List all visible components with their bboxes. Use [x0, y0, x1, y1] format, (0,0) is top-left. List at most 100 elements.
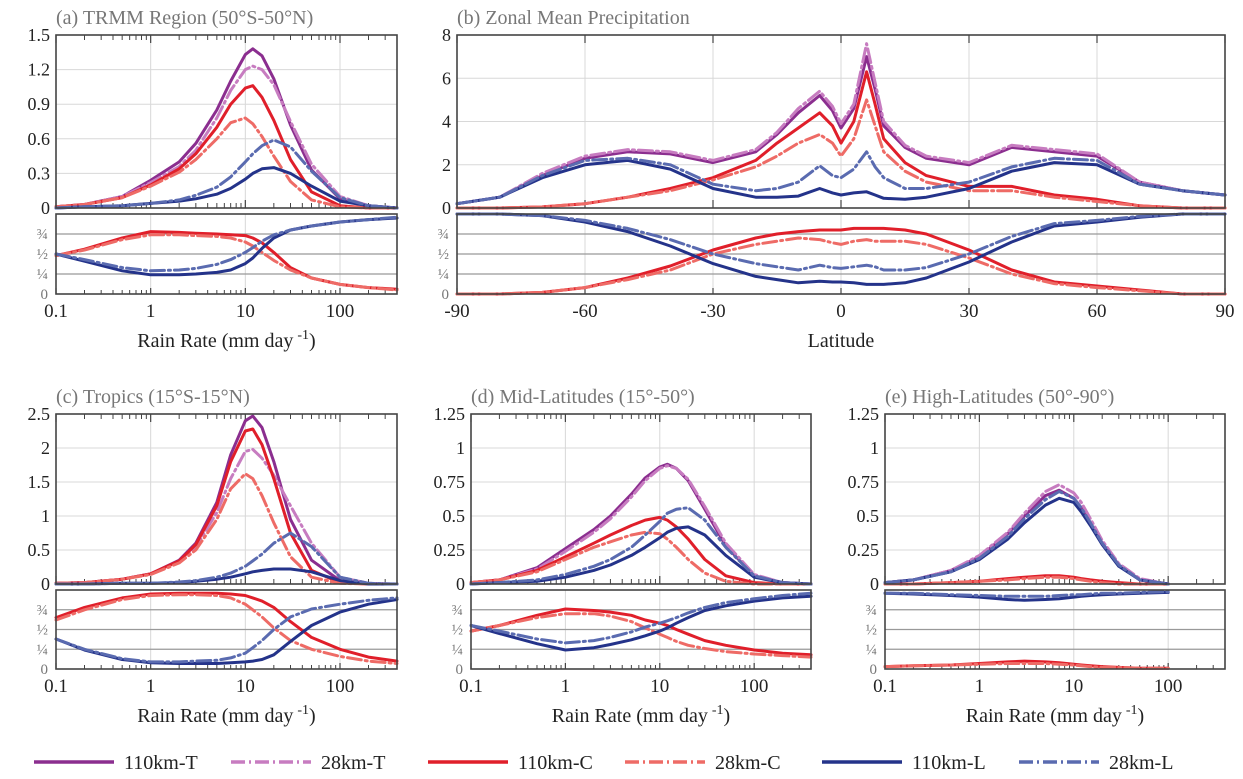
fraction-lines-e: [883, 590, 1170, 670]
series-line-28km-L: [455, 150, 1227, 206]
panel-b: (b) Zonal Mean Precipitation 0 2 4 6 8 0 ¼ ½ ¾ -90…: [438, 7, 1235, 352]
series-lines-e: [883, 483, 1170, 586]
axes-frame: [470, 413, 812, 585]
fraction-line-28km-C: [883, 662, 1170, 670]
legend-label: 28km-T: [321, 752, 385, 774]
y-tick-label: 6: [442, 68, 451, 88]
x-tick-label: 1: [975, 676, 985, 697]
fraction-axes-frame: [456, 213, 1226, 295]
fraction-axes-frame: [470, 589, 812, 670]
y-tick-label: 1.5: [28, 25, 51, 45]
fraction-tick-label: ¼: [438, 267, 449, 283]
x-tick-label: 1: [561, 676, 571, 697]
y-tick-label: 8: [442, 25, 451, 45]
fraction-lines-b: [455, 212, 1227, 296]
x-axis-label-close: ): [724, 705, 731, 727]
fraction-line-28km-L: [54, 596, 399, 664]
x-axis-label-close: ): [309, 330, 316, 352]
series-lines-a: [54, 47, 399, 210]
fraction-lines-a: [54, 215, 399, 292]
fraction-line-110km-L: [54, 216, 399, 277]
fraction-tick-label: ¼: [37, 267, 48, 283]
panel-title: (d) Mid-Latitudes (15°-50°): [471, 386, 695, 408]
grid-c: [56, 414, 397, 669]
y-tick-label: 1: [41, 506, 50, 526]
legend-label: 28km-L: [1109, 752, 1173, 774]
y-tick-label: 0: [442, 198, 451, 218]
x-axis-label-exponent: -1: [297, 703, 309, 718]
x-axis-label-exponent: -1: [1126, 703, 1138, 718]
fraction-tick-label: ½: [438, 247, 449, 263]
y-tick-label: 0.75: [848, 472, 880, 492]
fraction-axes-frame: [55, 213, 398, 295]
fraction-tick-label: ¾: [37, 227, 48, 243]
series-lines-b: [455, 42, 1227, 210]
x-axis-label-main: Rain Rate (mm day: [137, 705, 293, 727]
series-line-110km-C: [469, 515, 813, 586]
series-line-110km-L: [455, 158, 1227, 206]
series-line-28km-L: [469, 506, 813, 586]
panel-a: (a) TRMM Region (50°S-50°N) 0 0.3 0.6 0.9 1.2…: [28, 7, 399, 352]
x-axis-label-main: Latitude: [808, 330, 875, 352]
fraction-line-110km-L: [54, 598, 399, 665]
legend-label: 28km-C: [715, 752, 781, 774]
grid-e: [885, 414, 1225, 669]
x-axis-label: Rain Rate (mm day -1): [552, 703, 730, 727]
y-tick-label: 0: [870, 574, 879, 594]
fraction-tick-label: ¾: [452, 603, 463, 619]
x-tick-label: 0: [836, 301, 846, 322]
series-line-28km-C: [54, 116, 399, 210]
x-axis-label-close: ): [309, 705, 316, 727]
y-tick-label: 0.25: [434, 540, 466, 560]
fraction-tick-label: ¾: [37, 603, 48, 619]
panel-e: (e) High-Latitudes (50°-90°) 0 0.25 0.5 0.75…: [848, 386, 1226, 727]
x-tick-label: 100: [326, 301, 355, 322]
axes-frame: [884, 413, 1226, 585]
x-axis-label: Latitude: [808, 330, 875, 352]
series-line-28km-T: [469, 464, 813, 586]
fraction-tick-label: ¾: [866, 603, 877, 619]
fraction-line-110km-C: [469, 607, 813, 657]
fraction-tick-label: ½: [452, 623, 463, 639]
legend-item-110km-T: 110km-T: [34, 752, 198, 774]
x-tick-label: 1: [146, 301, 156, 322]
series-line-28km-L: [883, 490, 1170, 586]
x-tick-label: 10: [1064, 676, 1083, 697]
x-tick-label: -30: [700, 301, 725, 322]
y-tick-label: 0.5: [857, 506, 880, 526]
legend: 110km-T 28km-T 110km-C 28km-C 110km-L 28km-L: [34, 752, 1173, 774]
series-line-110km-C: [54, 84, 399, 210]
x-tick-label: 10: [236, 676, 255, 697]
fraction-line-28km-L: [883, 590, 1170, 598]
series-line-28km-T: [455, 42, 1227, 206]
y-tick-label: 0.5: [443, 506, 466, 526]
fraction-line-28km-L: [455, 212, 1227, 272]
series-line-110km-C: [54, 427, 399, 586]
y-tick-label: 1.2: [28, 60, 51, 80]
y-tick-label: 2: [442, 155, 451, 175]
fraction-line-28km-C: [469, 612, 813, 659]
fraction-line-28km-C: [54, 593, 399, 665]
y-tick-label: 0.75: [434, 472, 466, 492]
x-tick-label: -60: [572, 301, 597, 322]
x-tick-label: 0.1: [44, 301, 68, 322]
legend-item-110km-L: 110km-L: [822, 752, 986, 774]
fraction-line-110km-C: [54, 591, 399, 663]
y-tick-label: 1: [870, 438, 879, 458]
fraction-axes-frame: [55, 589, 398, 670]
panel-c: (c) Tropics (15°S-15°N) 0 0.5 1 1.5 2 2.5 0 ¼ ½ ¾ 0…: [28, 386, 399, 727]
y-tick-label: 0.9: [28, 94, 51, 114]
fraction-tick-label: ½: [37, 623, 48, 639]
series-line-28km-L: [54, 138, 399, 210]
fraction-axes-frame: [884, 589, 1226, 670]
fraction-tick-label: ¼: [452, 642, 463, 658]
fraction-tick-label: 0: [870, 662, 878, 678]
x-tick-label: 90: [1216, 301, 1235, 322]
y-tick-label: 1: [456, 438, 465, 458]
panel-title: (b) Zonal Mean Precipitation: [457, 7, 690, 29]
x-axis-label: Rain Rate (mm day -1): [137, 703, 315, 727]
series-lines-c: [54, 414, 399, 586]
series-lines-d: [469, 462, 813, 586]
panel-title: (a) TRMM Region (50°S-50°N): [56, 7, 313, 29]
